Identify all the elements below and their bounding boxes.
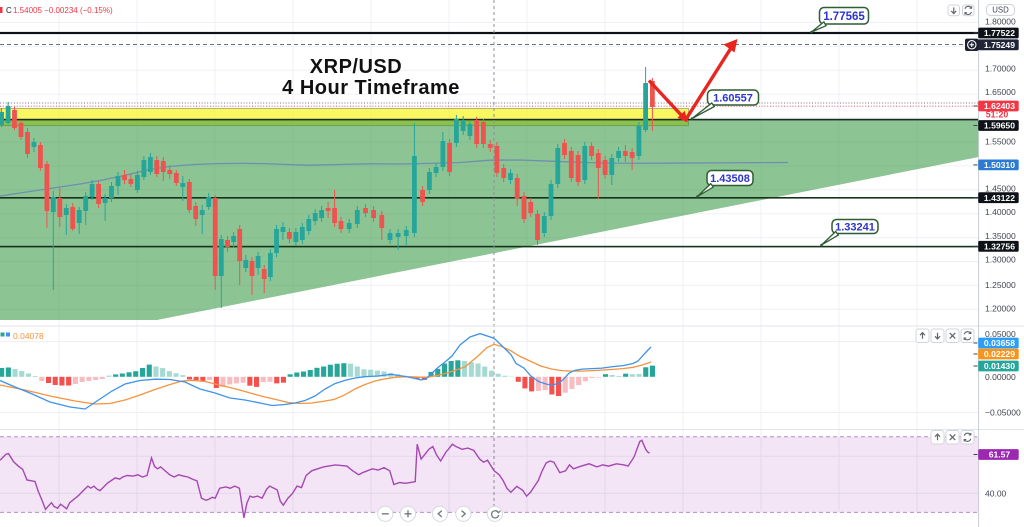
svg-text:1.77522: 1.77522 [984,28,1015,38]
svg-text:1.20000: 1.20000 [985,304,1016,314]
svg-text:1.33241: 1.33241 [835,222,875,234]
svg-text:0.04078: 0.04078 [13,331,44,341]
svg-text:1.65000: 1.65000 [985,87,1016,97]
svg-text:1.50310: 1.50310 [984,160,1015,170]
svg-text:1.77565: 1.77565 [823,11,865,23]
svg-text:1.59650: 1.59650 [984,121,1015,131]
svg-text:1.40000: 1.40000 [985,207,1016,217]
svg-text:1.54005 −0.00234 (−0.15%): 1.54005 −0.00234 (−0.15%) [13,6,113,15]
svg-text:4 Hour Timeframe: 4 Hour Timeframe [282,77,460,99]
svg-text:1.25000: 1.25000 [985,280,1016,290]
svg-text:1.62403: 1.62403 [984,101,1015,111]
svg-text:1.80000: 1.80000 [985,17,1016,27]
svg-text:USD: USD [992,6,1009,15]
svg-text:1.60557: 1.60557 [713,93,753,105]
svg-text:1.43508: 1.43508 [710,173,750,185]
svg-text:40.00: 40.00 [985,489,1007,499]
svg-text:1.32756: 1.32756 [984,242,1015,252]
svg-text:−0.05000: −0.05000 [985,407,1021,417]
svg-text:1.45000: 1.45000 [985,184,1016,194]
svg-text:0.00000: 0.00000 [985,372,1016,382]
svg-text:0.02229: 0.02229 [984,349,1015,359]
svg-text:0.03658: 0.03658 [984,338,1015,348]
svg-text:1.43122: 1.43122 [984,193,1015,203]
svg-text:1.70000: 1.70000 [985,63,1016,73]
svg-text:61.57: 61.57 [989,450,1011,460]
svg-text:1.35000: 1.35000 [985,231,1016,241]
svg-text:XRP/USD: XRP/USD [310,56,402,78]
svg-text:51:20: 51:20 [986,110,1009,120]
svg-text:1.55000: 1.55000 [985,137,1016,147]
svg-text:C: C [6,6,12,15]
svg-text:1.30000: 1.30000 [985,255,1016,265]
svg-text:0.05000: 0.05000 [985,329,1016,339]
svg-text:1.75249: 1.75249 [984,40,1015,50]
svg-text:0.01430: 0.01430 [984,361,1015,371]
